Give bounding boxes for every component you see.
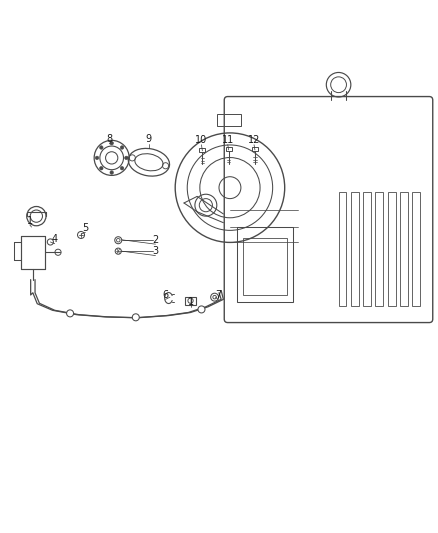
Circle shape xyxy=(120,166,124,170)
Text: 10: 10 xyxy=(195,135,208,146)
Bar xyxy=(243,238,287,295)
Text: 4: 4 xyxy=(52,235,58,244)
Text: 12: 12 xyxy=(248,135,260,146)
Circle shape xyxy=(132,314,139,321)
Bar xyxy=(217,114,241,126)
Bar xyxy=(252,147,258,151)
Text: 1: 1 xyxy=(187,297,194,308)
Bar xyxy=(400,192,408,306)
Bar xyxy=(351,192,359,306)
Circle shape xyxy=(120,146,124,149)
Bar xyxy=(185,297,196,305)
Circle shape xyxy=(110,171,113,174)
Bar xyxy=(339,192,346,306)
Circle shape xyxy=(99,166,103,170)
Text: 2: 2 xyxy=(152,235,159,245)
Text: 11: 11 xyxy=(222,135,234,146)
Circle shape xyxy=(95,156,99,159)
Text: 7: 7 xyxy=(215,290,221,300)
Circle shape xyxy=(198,306,205,313)
Bar xyxy=(363,192,371,306)
Text: 3: 3 xyxy=(152,246,159,256)
Circle shape xyxy=(67,310,74,317)
Bar xyxy=(226,147,232,151)
Text: 8: 8 xyxy=(106,134,113,144)
Bar xyxy=(199,148,205,152)
Bar xyxy=(412,192,420,306)
Circle shape xyxy=(110,141,113,145)
Text: 5: 5 xyxy=(82,223,88,233)
Circle shape xyxy=(124,156,128,159)
Text: 9: 9 xyxy=(146,134,152,144)
Text: 6: 6 xyxy=(162,290,169,300)
Text: 1: 1 xyxy=(27,215,33,225)
Circle shape xyxy=(99,146,103,149)
Bar xyxy=(388,192,396,306)
Bar xyxy=(237,227,293,302)
Bar xyxy=(375,192,383,306)
